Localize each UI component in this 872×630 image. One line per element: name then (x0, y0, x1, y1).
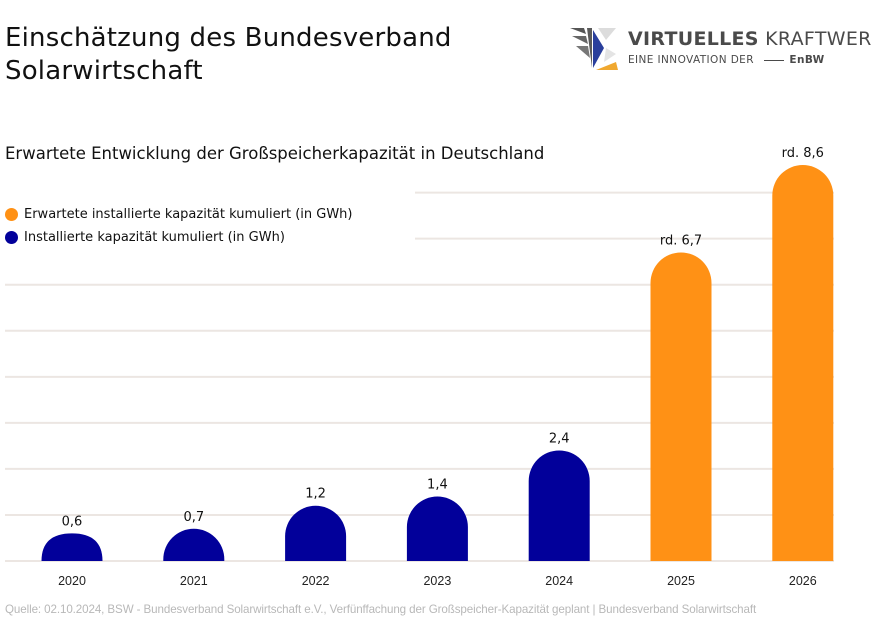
data-label-2023: 1,4 (427, 478, 448, 493)
title-line-1: Einschätzung des Bundesverband (5, 23, 452, 53)
logo-mark-light-1 (598, 28, 616, 40)
data-label-2022: 1,2 (305, 487, 326, 502)
logo-tagline: EINE INNOVATION DER EnBW (628, 54, 825, 66)
bar-2023 (406, 496, 468, 561)
logo-mark-blue (593, 30, 604, 68)
data-label-2021: 0,7 (183, 510, 204, 525)
legend-item-expected: Erwartete installierte kapazität kumulie… (5, 203, 353, 226)
x-tick-label-2023: 2023 (423, 574, 451, 588)
bar-chart: 0,6 0,71,21,42,4rd. 6,7rd. 8,6 2020 2021 20… (5, 146, 834, 588)
legend-label-expected: Erwartete installierte kapazität kumulie… (24, 207, 353, 222)
enbw-logo: EnBW (789, 54, 825, 66)
data-label-2025: rd. 6,7 (660, 233, 702, 248)
bar-2020 (41, 533, 103, 561)
x-tick-label-2021: 2021 (180, 574, 208, 588)
logo-mark-icon (570, 28, 618, 70)
x-tick-label-2020: 2020 (58, 574, 86, 588)
bar-2026 (772, 165, 834, 561)
chart-legend: Erwartete installierte kapazität kumulie… (5, 203, 353, 249)
x-tick-label-2025: 2025 (667, 574, 695, 588)
bar-2022 (285, 505, 347, 561)
logo-mark-grey-ray-3 (576, 46, 590, 58)
x-tick-label-2022: 2022 (302, 574, 330, 588)
x-axis-tick-labels: 2020 2021 2022 2023 2024 2025 2026 (58, 574, 817, 588)
bar-2024 (528, 450, 590, 561)
x-tick-label-2026: 2026 (789, 574, 817, 588)
bar-2021 (163, 528, 225, 561)
bar-2025 (650, 252, 712, 562)
title-line-2: Solarwirtschaft (5, 56, 203, 86)
logo-mark-light-2 (604, 48, 616, 62)
logo-wordmark-light: KRAFTWERK (765, 28, 872, 50)
logo-wordmark-bold: VIRTUELLES (628, 28, 759, 50)
bars (41, 165, 834, 562)
logo-mark-orange (596, 62, 618, 70)
legend-dot-installed-icon (5, 231, 18, 244)
logo-tagline-text: EINE INNOVATION DER (628, 54, 754, 66)
virtuelles-kraftwerk-logo: VIRTUELLES KRAFTWERK EINE INNOVATION DER… (568, 24, 872, 74)
data-label-2020: 0,6 (62, 514, 83, 529)
legend-label-installed: Installierte kapazität kumuliert (in GWh… (24, 230, 285, 245)
page-title: Einschätzung des Bundesverband Solarwirt… (5, 22, 452, 88)
legend-dot-expected-icon (5, 208, 18, 221)
source-note: Quelle: 02.10.2024, BSW - Bundesverband … (5, 603, 757, 616)
legend-item-installed: Installierte kapazität kumuliert (in GWh… (5, 226, 353, 249)
data-labels: 0,6 0,7 1,2 1,4 2,4 rd. 6,7 rd. 8,6 (62, 146, 824, 529)
logo-mark-grey-ray-2 (572, 36, 588, 44)
chart-title: Erwartete Entwicklung der Großspeicherka… (5, 144, 545, 163)
logo-mark-grey-ray-1 (570, 28, 586, 34)
x-tick-label-2024: 2024 (545, 574, 573, 588)
logo-wordmark: VIRTUELLES KRAFTWERK (628, 28, 872, 50)
data-label-2024: 2,4 (549, 431, 570, 446)
logo-mark-grey-wedge (587, 28, 592, 68)
logo-tagline-dash (763, 59, 784, 61)
data-label-2026: rd. 8,6 (782, 146, 824, 161)
